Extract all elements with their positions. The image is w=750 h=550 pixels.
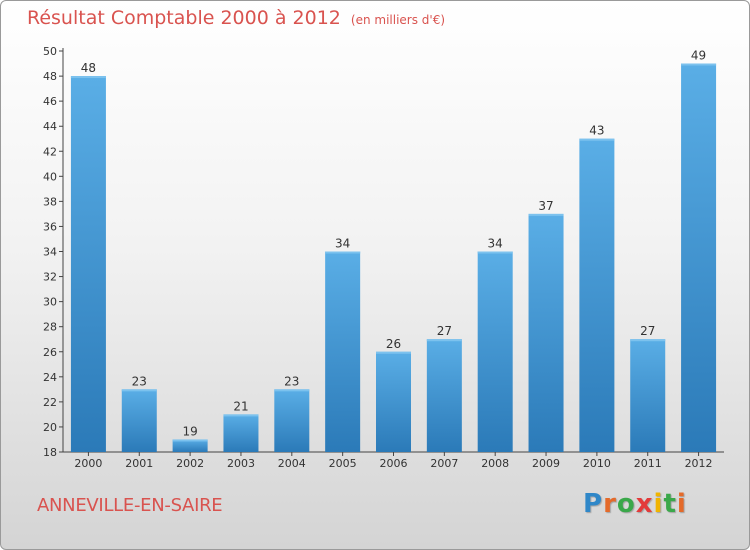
bar-top-highlight — [172, 439, 208, 442]
bar — [477, 251, 513, 452]
x-tick-label: 2010 — [583, 457, 611, 470]
chart-title: Résultat Comptable 2000 à 2012 (en millie… — [27, 7, 445, 29]
bar-value-label: 23 — [132, 374, 147, 388]
x-tick-label: 2001 — [125, 457, 153, 470]
bar-value-label: 27 — [640, 324, 655, 338]
bar — [681, 63, 717, 452]
bar-value-label: 34 — [488, 237, 503, 251]
bar-value-label: 48 — [81, 61, 96, 75]
x-tick-label: 2002 — [176, 457, 204, 470]
bar — [426, 339, 462, 452]
x-tick-label: 2004 — [278, 457, 306, 470]
y-tick-label: 34 — [43, 246, 57, 259]
bar-top-highlight — [426, 339, 462, 342]
bar-top-highlight — [579, 138, 615, 141]
y-tick-label: 32 — [43, 271, 57, 284]
y-tick-label: 30 — [43, 296, 57, 309]
x-tick-label: 2006 — [380, 457, 408, 470]
bar-value-label: 43 — [589, 124, 604, 138]
bar-value-label: 49 — [691, 49, 706, 63]
y-tick-label: 24 — [43, 371, 57, 384]
y-tick-label: 48 — [43, 70, 57, 83]
chart-title-text: Résultat Comptable 2000 à 2012 — [27, 7, 341, 29]
bar — [630, 339, 666, 452]
bar — [528, 213, 564, 452]
bar-top-highlight — [274, 389, 310, 392]
bar-top-highlight — [121, 389, 157, 392]
bar-value-label: 27 — [437, 324, 452, 338]
bar-value-label: 19 — [182, 424, 197, 438]
bar — [325, 251, 361, 452]
bar-top-highlight — [70, 76, 106, 79]
bar-top-highlight — [325, 251, 361, 254]
chart-unit: (en milliers d'€) — [350, 13, 446, 27]
x-tick-label: 2005 — [329, 457, 357, 470]
bar-top-highlight — [528, 213, 564, 216]
bar-value-label: 26 — [386, 337, 401, 351]
bar-value-label: 37 — [538, 199, 553, 213]
x-tick-label: 2011 — [634, 457, 662, 470]
commune-name: ANNEVILLE-EN-SAIRE — [37, 495, 223, 516]
bar-top-highlight — [630, 339, 666, 342]
bar-top-highlight — [681, 63, 717, 66]
y-tick-label: 18 — [43, 446, 57, 459]
bar-top-highlight — [223, 414, 259, 417]
x-tick-label: 2012 — [685, 457, 713, 470]
bar — [70, 76, 106, 452]
bar — [579, 138, 615, 452]
bar — [274, 389, 310, 452]
y-tick-label: 40 — [43, 170, 57, 183]
x-tick-label: 2003 — [227, 457, 255, 470]
y-tick-label: 44 — [43, 120, 57, 133]
bar — [376, 351, 411, 452]
proxiti-logo[interactable]: Proxiti — [583, 489, 687, 519]
bar-value-label: 23 — [284, 374, 299, 388]
bar-top-highlight — [477, 251, 513, 254]
y-tick-label: 38 — [43, 195, 57, 208]
bar — [172, 439, 208, 452]
y-tick-label: 28 — [43, 321, 57, 334]
bar — [121, 389, 157, 452]
y-tick-label: 50 — [43, 45, 57, 58]
y-tick-label: 22 — [43, 396, 57, 409]
bar-value-label: 34 — [335, 237, 350, 251]
bar-value-label: 21 — [233, 399, 248, 413]
bar — [223, 414, 259, 452]
x-tick-label: 2009 — [532, 457, 560, 470]
bar-top-highlight — [376, 351, 411, 354]
y-tick-label: 42 — [43, 145, 57, 158]
y-tick-label: 20 — [43, 421, 57, 434]
y-tick-label: 36 — [43, 220, 57, 233]
y-tick-label: 26 — [43, 346, 57, 359]
x-tick-label: 2000 — [74, 457, 102, 470]
x-tick-label: 2008 — [481, 457, 509, 470]
y-tick-label: 46 — [43, 95, 57, 108]
x-tick-label: 2007 — [430, 457, 458, 470]
